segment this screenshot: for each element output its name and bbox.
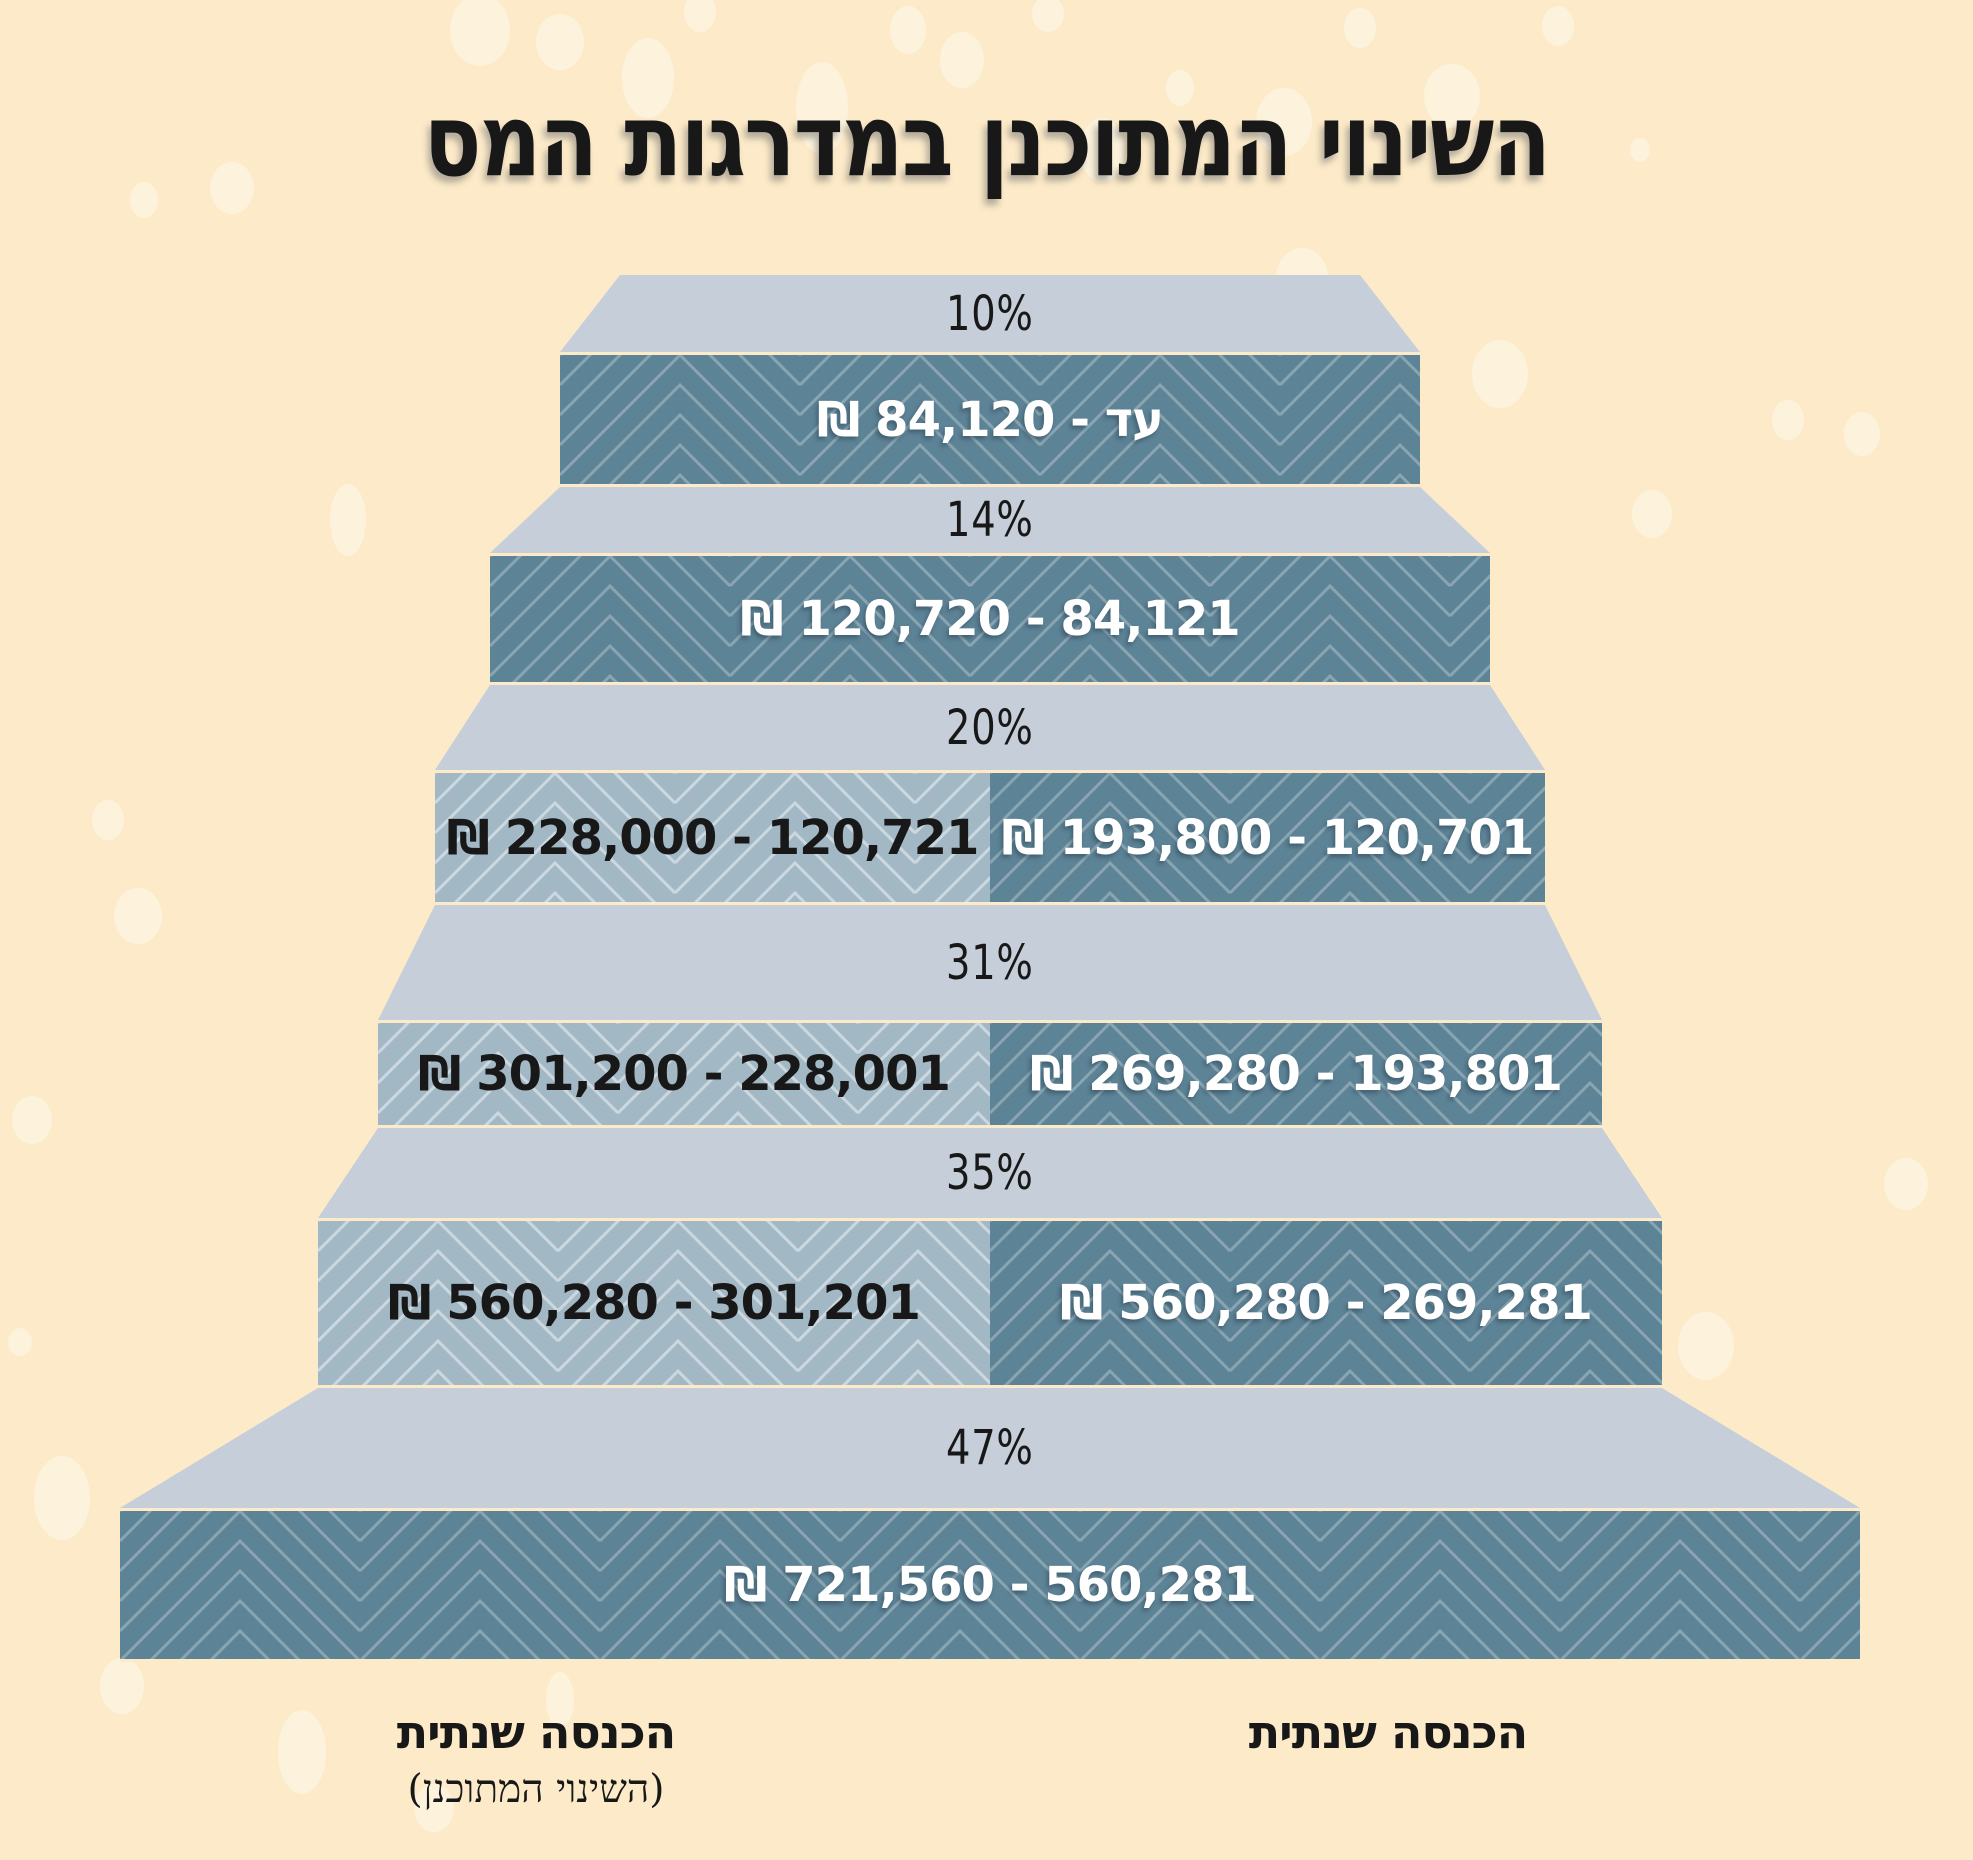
background-dot: [100, 1658, 144, 1714]
step-face: 228,001 - 301,200 ₪ 193,801 - 269,280 ₪: [378, 1020, 1602, 1128]
background-dot: [34, 1456, 90, 1540]
background-dot: [1424, 64, 1480, 128]
current-bracket-cell: 193,801 - 269,280 ₪: [990, 1023, 1602, 1125]
step-top-surface: 47%: [120, 1388, 1860, 1508]
step-face: 84,121 - 120,720 ₪: [490, 553, 1490, 685]
background-dot: [1472, 340, 1528, 408]
planned-bracket-range: 301,201 - 560,280 ₪: [388, 1275, 921, 1331]
background-dot: [1772, 400, 1804, 440]
axis-label-planned-income: הכנסה שנתית (השינוי המתוכנן): [336, 1706, 736, 1812]
background-dot: [130, 182, 158, 218]
background-dot: [1256, 88, 1312, 156]
tax-rate-label: 31%: [946, 934, 1034, 991]
tax-rate-label: 10%: [946, 285, 1034, 342]
background-dot: [796, 62, 848, 154]
axis-label-current-income: הכנסה שנתית: [1188, 1706, 1588, 1759]
bracket-range: עד - 84,120 ₪: [817, 391, 1164, 448]
axis-label-planned-subtitle: (השינוי המתוכנן): [407, 1766, 665, 1812]
planned-bracket-cell: 120,721 - 228,000 ₪: [435, 773, 990, 902]
background-dot: [1884, 1158, 1928, 1210]
step-top-surface: 31%: [378, 905, 1602, 1020]
page-title: השינוי המתוכנן במדרגות המס: [423, 82, 1551, 199]
background-dot: [210, 162, 254, 214]
background-dot: [1542, 6, 1574, 46]
background-dot: [114, 888, 162, 944]
background-dot: [8, 1328, 32, 1356]
axis-label-current-income-text: הכנסה שנתית: [1248, 1705, 1529, 1759]
planned-bracket-range: 120,721 - 228,000 ₪: [446, 809, 980, 866]
background-dot: [278, 1710, 326, 1794]
background-dot: [92, 800, 124, 840]
background-dot: [1630, 138, 1650, 162]
background-dot: [414, 1784, 454, 1832]
background-dot: [890, 6, 926, 54]
background-dot: [1032, 0, 1064, 32]
tax-rate-label: 20%: [946, 699, 1034, 756]
step-top-surface: 14%: [490, 487, 1490, 553]
background-dot: [1166, 70, 1194, 106]
background-dot: [1344, 8, 1376, 48]
background-dot: [940, 32, 984, 88]
background-dot: [330, 484, 366, 556]
current-bracket-cell: 120,701 - 193,800 ₪: [990, 773, 1545, 902]
background-dot: [536, 14, 584, 70]
bracket-range: 560,281 - 721,560 ₪: [724, 1557, 1257, 1613]
step-top-surface: 20%: [435, 685, 1545, 770]
axis-label-planned-income-text: הכנסה שנתית: [396, 1705, 677, 1759]
background-dot: [12, 1096, 52, 1144]
step-face: 560,281 - 721,560 ₪: [120, 1508, 1860, 1662]
step-top-surface: 10%: [560, 275, 1420, 352]
step-face: עד - 84,120 ₪: [560, 352, 1420, 487]
background-dot: [1080, 118, 1124, 182]
background-dot: [1632, 490, 1672, 538]
tax-rate-label: 35%: [946, 1145, 1034, 1201]
background-dot: [450, 0, 510, 66]
current-bracket-range: 193,801 - 269,280 ₪: [1030, 1046, 1563, 1102]
background-dot: [622, 38, 674, 118]
background-dot: [684, 0, 716, 32]
tax-rate-label: 47%: [946, 1420, 1034, 1476]
current-bracket-cell: 269,281 - 560,280 ₪: [990, 1221, 1662, 1385]
background-dot: [546, 1672, 574, 1728]
current-bracket-range: 120,701 - 193,800 ₪: [1001, 809, 1535, 866]
background-dot: [1678, 1312, 1734, 1380]
planned-bracket-cell: 228,001 - 301,200 ₪: [378, 1023, 990, 1125]
bracket-range: 84,121 - 120,720 ₪: [740, 591, 1240, 647]
planned-bracket-cell: 301,201 - 560,280 ₪: [318, 1221, 990, 1385]
background-dot: [1844, 412, 1880, 456]
step-face: 301,201 - 560,280 ₪ 269,281 - 560,280 ₪: [318, 1218, 1662, 1388]
step-face: 120,721 - 228,000 ₪ 120,701 - 193,800 ₪: [435, 770, 1545, 905]
tax-rate-label: 14%: [946, 492, 1034, 548]
planned-bracket-range: 228,001 - 301,200 ₪: [418, 1046, 951, 1102]
current-bracket-range: 269,281 - 560,280 ₪: [1060, 1275, 1593, 1331]
step-top-surface: 35%: [318, 1128, 1662, 1218]
